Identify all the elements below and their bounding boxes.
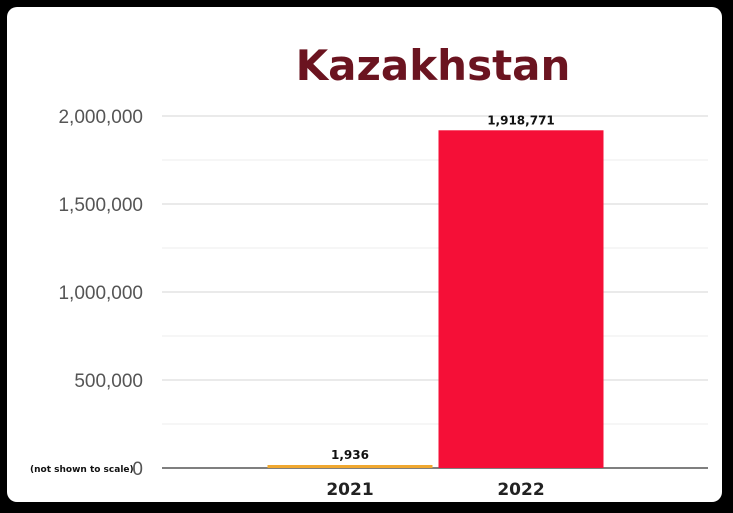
- y-tick-label: 500,000: [74, 371, 143, 392]
- y-tick-label: 1,000,000: [58, 283, 143, 304]
- data-label-2021: 1,936: [331, 448, 369, 462]
- y-tick-label: 0: [132, 459, 143, 480]
- y-tick-label: 1,500,000: [58, 195, 143, 216]
- y-axis-tick-labels: 0 500,000 1,000,000 1,500,000 2,000,000: [58, 107, 143, 480]
- bars: [267, 130, 604, 468]
- x-tick-label-2022: 2022: [497, 480, 544, 500]
- y-tick-label: 2,000,000: [58, 107, 143, 128]
- x-tick-label-2021: 2021: [326, 480, 373, 500]
- chart-title: Kazakhstan: [296, 41, 571, 90]
- x-axis-tick-labels: 2021 2022: [326, 480, 544, 500]
- scale-note: (not shown to scale): [30, 465, 134, 475]
- gridlines: [162, 115, 708, 469]
- bar-2022: [438, 130, 604, 468]
- data-label-2022: 1,918,771: [487, 113, 555, 127]
- bar-2021: [267, 465, 433, 468]
- data-labels: 1,936 1,918,771: [331, 113, 555, 462]
